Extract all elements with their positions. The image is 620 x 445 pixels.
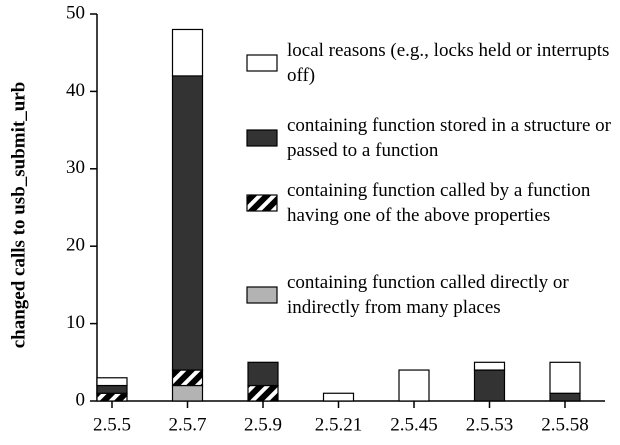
y-tick-label: 0	[76, 389, 86, 410]
bar-segment	[322, 392, 355, 402]
legend-swatch	[246, 286, 278, 304]
bar-segment	[96, 377, 128, 387]
bar-segment	[247, 361, 279, 387]
y-tick-label: 20	[66, 235, 85, 256]
bar-segment	[473, 361, 506, 371]
x-tick-label: 2.5.58	[541, 414, 589, 435]
y-axis-label: changed calls to usb_submit_urb	[8, 82, 29, 349]
bar-segment	[247, 384, 279, 402]
bar-segment	[398, 369, 430, 402]
legend-swatch	[246, 129, 278, 147]
bar-segment	[171, 75, 204, 371]
y-tick-label: 10	[66, 312, 85, 333]
x-tick-label: 2.5.7	[169, 414, 207, 435]
bar-segment	[549, 392, 581, 402]
legend-label: local reasons (e.g., locks held or inter…	[287, 40, 610, 86]
x-tick-label: 2.5.5	[93, 414, 131, 435]
legend-swatch	[246, 194, 278, 212]
x-tick-label: 2.5.9	[244, 414, 282, 435]
y-tick-label: 40	[66, 80, 85, 101]
bar-segment	[473, 369, 506, 402]
x-tick-label: 2.5.21	[315, 414, 363, 435]
bar-segment	[171, 369, 204, 387]
legend-label: containing function called by a function…	[287, 180, 591, 226]
bar-segment	[549, 361, 581, 394]
legend-swatch	[246, 54, 278, 72]
y-tick-label: 30	[66, 157, 85, 178]
legend-label: containing function stored in a structur…	[287, 115, 611, 161]
bar-segment	[96, 392, 128, 402]
bar-segment	[171, 384, 204, 402]
x-tick-label: 2.5.53	[466, 414, 514, 435]
legend-label: containing function called directly or i…	[287, 272, 569, 318]
x-tick-label: 2.5.45	[390, 414, 438, 435]
bar-segment	[96, 384, 128, 394]
bar-segment	[171, 28, 204, 77]
y-tick-label: 50	[66, 2, 85, 23]
